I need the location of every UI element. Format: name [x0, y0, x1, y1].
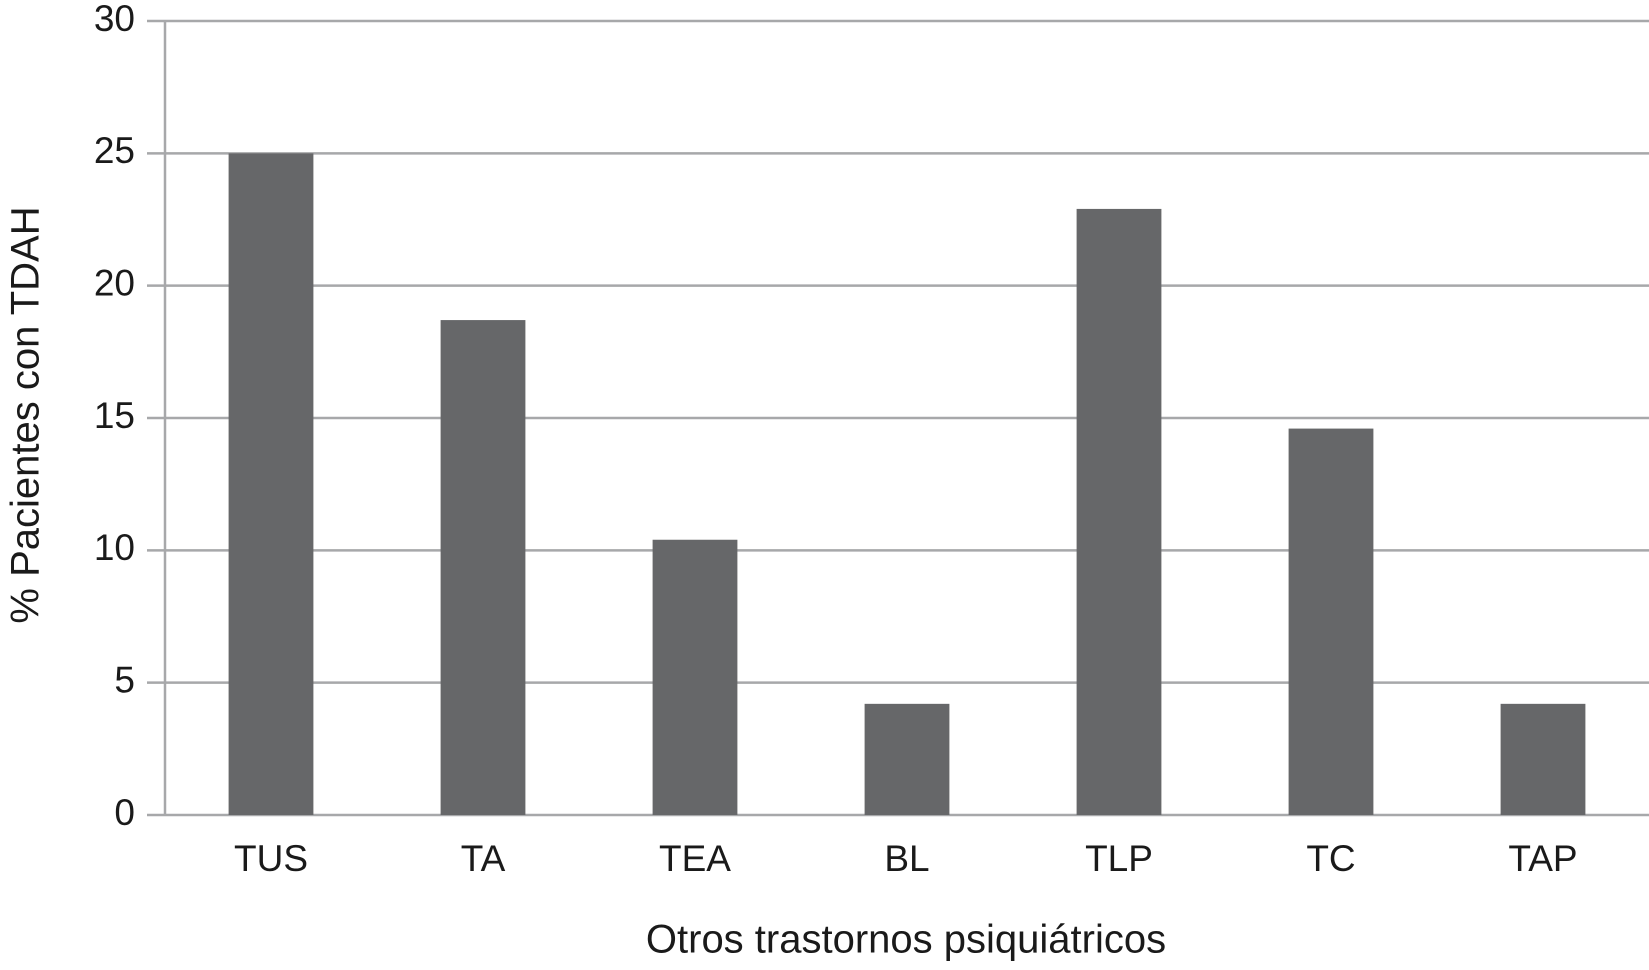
bar [652, 539, 738, 815]
y-tick-label: 5 [114, 659, 135, 700]
y-tick-label: 25 [94, 130, 135, 171]
x-tick-label: TLP [1085, 838, 1153, 879]
x-tick-label: TA [461, 838, 506, 879]
bar [1076, 208, 1162, 815]
y-axis-title: % Pacientes con TDAH [4, 206, 48, 623]
y-tick-label: 20 [94, 262, 135, 303]
x-tick-label: TAP [1508, 838, 1577, 879]
bar [864, 703, 950, 815]
y-tick-label: 30 [94, 0, 135, 39]
y-tick-label: 0 [114, 792, 135, 833]
bar [1500, 703, 1586, 815]
x-tick-label: TEA [659, 838, 731, 879]
x-tick-label: BL [884, 838, 929, 879]
bar [228, 153, 314, 816]
bar [440, 320, 526, 815]
bar [1288, 428, 1374, 815]
y-tick-label: 15 [94, 395, 135, 436]
y-tick-label: 10 [94, 527, 135, 568]
x-tick-label: TC [1306, 838, 1355, 879]
x-tick-label: TUS [234, 838, 308, 879]
x-axis-title: Otros trastornos psiquiátricos [646, 918, 1166, 962]
